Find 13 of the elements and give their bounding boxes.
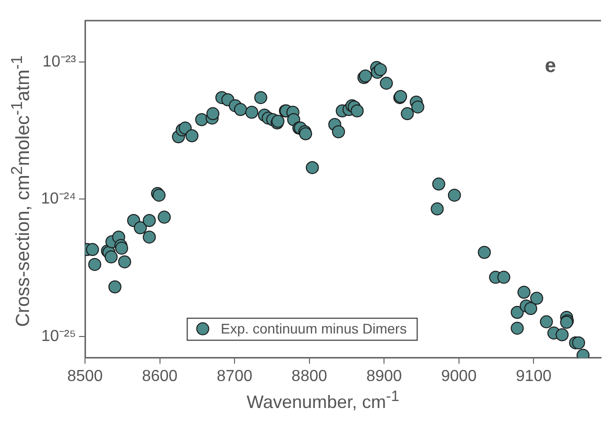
annotation: e	[544, 55, 556, 78]
x-tick-label: 9100	[516, 368, 552, 385]
x-tick-label: 8600	[142, 368, 178, 385]
x-tick-label: 8900	[366, 368, 402, 385]
x-tick-label: 9000	[441, 368, 477, 385]
x-axis-title: Wavenumber, cm$^{-1}$	[246, 388, 400, 413]
y-tick-label: 10⁻²³	[42, 53, 77, 70]
y-tick-label: 10⁻²⁴	[41, 190, 76, 208]
x-tick-label: 8800	[292, 368, 328, 385]
x-tick-label: 8500	[67, 368, 103, 385]
x-tick-label: 8700	[216, 368, 252, 385]
y-tick-label: 10⁻²⁵	[41, 328, 76, 345]
legend-label: Exp. continuum minus Dimers	[220, 320, 407, 337]
